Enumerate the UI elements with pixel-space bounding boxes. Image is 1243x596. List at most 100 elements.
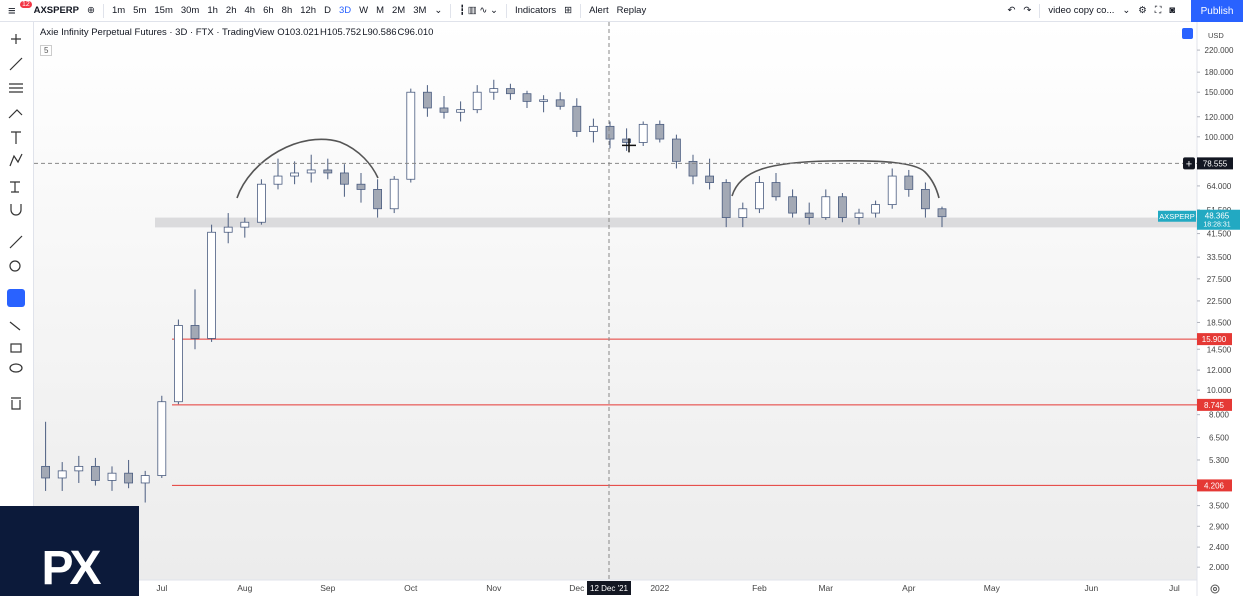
y-tick-label: 120.000 <box>1205 113 1234 122</box>
interval[interactable]: 3D <box>338 5 352 16</box>
candle-body <box>389 178 399 210</box>
settings-icon[interactable] <box>1210 584 1220 594</box>
undo-redo[interactable]: ↶ ↷ <box>1007 5 1032 16</box>
interval[interactable]: 4h <box>244 5 256 16</box>
x-tick-label: Mar <box>818 583 833 593</box>
interval[interactable]: 1m <box>111 5 126 16</box>
pattern-tool[interactable] <box>9 153 23 167</box>
magnet-active[interactable] <box>7 289 25 307</box>
last-price-label: 48.365 <box>1205 212 1230 221</box>
last-price-tag-bg <box>1158 210 1196 222</box>
symbol[interactable]: AXSPERP <box>33 5 79 16</box>
x-tick-label: Aug <box>237 583 252 593</box>
interval[interactable]: 6h <box>263 5 274 16</box>
interval[interactable]: M <box>376 5 385 16</box>
interval[interactable]: W <box>359 5 369 16</box>
hline-label: 4.206 <box>1204 481 1225 490</box>
last-price-symbol: AXSPERP <box>1159 212 1194 221</box>
legend-badge[interactable]: 5 <box>40 45 53 56</box>
drawings <box>236 138 940 199</box>
crosshair-label-bg <box>1197 157 1233 170</box>
interval[interactable]: 3M <box>413 5 427 16</box>
interval[interactable]: 1h <box>207 5 218 16</box>
candle-body <box>738 208 748 218</box>
y-tick-label: 27.500 <box>1207 275 1232 284</box>
candle-body <box>887 175 897 206</box>
interval[interactable]: 15m <box>154 5 173 16</box>
prediction-tool[interactable] <box>10 181 20 193</box>
candle-body <box>788 196 797 214</box>
crosshair-date: 12 Dec '21 <box>590 584 629 593</box>
interval[interactable]: D <box>324 5 331 16</box>
candle-body <box>290 172 300 177</box>
templates[interactable]: ⊞ <box>564 5 573 16</box>
interval[interactable]: 2M <box>392 5 406 16</box>
candle-body <box>489 88 499 93</box>
candle-body <box>771 182 781 198</box>
candle-body <box>655 123 665 140</box>
brush-tool[interactable] <box>8 109 23 119</box>
candle-body <box>356 183 366 190</box>
ruler-tool[interactable] <box>9 235 23 249</box>
y-tick-label: 6.500 <box>1209 434 1230 443</box>
x-tick-label: 2022 <box>650 583 669 593</box>
candle-body <box>339 172 349 185</box>
interval[interactable]: 5m <box>133 5 147 16</box>
currency[interactable]: USD <box>1208 31 1224 40</box>
chart-style[interactable]: ┇ ▥ ∿ ⌄ <box>459 5 498 16</box>
interval[interactable]: 30m <box>180 5 200 16</box>
delete-tool[interactable] <box>11 397 21 410</box>
cursor-tool[interactable] <box>11 34 21 44</box>
candle-body <box>622 138 631 143</box>
candle-body <box>439 107 449 113</box>
dropdown[interactable]: ⌄ <box>434 5 443 16</box>
arc-drawing <box>731 159 940 199</box>
legend-ohlc: O103.021H105.752L90.586C96.010 <box>277 27 434 38</box>
ohlc-value: H105.752 <box>319 27 362 38</box>
arc-drawing <box>236 138 379 199</box>
x-tick-label: Sep <box>320 583 335 593</box>
x-tick-label: Jun <box>1085 583 1099 593</box>
candle-body <box>821 196 831 218</box>
candle-body <box>705 175 714 183</box>
y-tick-label: 150.000 <box>1205 88 1234 97</box>
y-tick-label: 2.400 <box>1209 543 1230 552</box>
y-tick-label: 33.500 <box>1207 253 1232 262</box>
y-tick-label: 41.500 <box>1207 230 1232 239</box>
trendline-tool[interactable] <box>9 57 23 71</box>
candle-body <box>539 99 548 102</box>
y-tick-label: 64.000 <box>1207 182 1232 191</box>
notification-badge: 12 <box>20 1 32 8</box>
interval[interactable]: 12h <box>300 5 317 16</box>
magnet-tool[interactable] <box>10 204 22 216</box>
zoom-tool[interactable] <box>9 260 21 272</box>
add-symbol[interactable]: ⊕ <box>87 5 95 16</box>
candle-body <box>804 212 814 218</box>
plot-background <box>34 22 1197 580</box>
replay[interactable]: Replay <box>616 5 647 16</box>
layout-name[interactable]: video copy co... <box>1048 5 1115 16</box>
candle-body <box>605 125 615 140</box>
axes: 15.900 8.745 4.206 220.000 180.000 150.000 120… <box>156 28 1240 595</box>
y-tick-label: 18.500 <box>1207 318 1232 327</box>
interval[interactable]: 2h <box>225 5 237 16</box>
publish-button[interactable]: Publish <box>1191 0 1243 22</box>
legend: Axie Infinity Perpetual Futures · 3D · F… <box>40 27 437 38</box>
x-tick-label: Apr <box>902 583 915 593</box>
fib-tool[interactable] <box>9 83 23 93</box>
ohlc-value: C96.010 <box>397 27 434 38</box>
lock-drawings[interactable] <box>9 321 21 331</box>
lock-tool[interactable] <box>10 343 22 353</box>
text-tool[interactable] <box>11 131 21 144</box>
menu-icon[interactable]: ≡ <box>8 3 16 18</box>
x-tick-label: Jul <box>156 583 167 593</box>
hline-label-bg <box>1197 333 1232 346</box>
icons[interactable]: ⌄ ⚙ ⛶ ◙ <box>1122 5 1175 16</box>
interval[interactable]: 8h <box>281 5 293 16</box>
candle-body <box>306 169 316 174</box>
visibility-tool[interactable] <box>9 363 23 373</box>
alert[interactable]: Alert <box>589 5 609 16</box>
indicators[interactable]: Indicators <box>514 5 557 16</box>
